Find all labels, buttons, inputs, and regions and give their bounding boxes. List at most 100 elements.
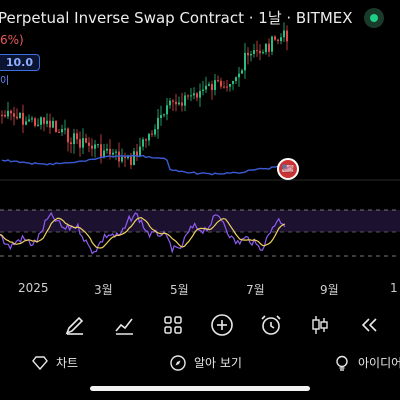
- candle-body: [19, 112, 21, 119]
- rsi-band: [0, 210, 400, 232]
- candle-body: [43, 117, 45, 124]
- candle-body: [193, 93, 195, 96]
- candle-body: [127, 155, 129, 159]
- candle-body: [100, 144, 102, 157]
- chart-line-icon[interactable]: [111, 312, 137, 338]
- alarm-icon[interactable]: [258, 312, 284, 338]
- candle-body: [169, 100, 171, 106]
- candle-body: [115, 151, 117, 153]
- candle-body: [1, 114, 3, 116]
- candle-body: [76, 133, 78, 140]
- candle-body: [61, 129, 63, 133]
- candle-body: [208, 84, 210, 86]
- candle-body: [49, 120, 51, 128]
- price-chart[interactable]: [0, 0, 400, 300]
- plus-circle-icon[interactable]: [209, 312, 235, 338]
- candle-body: [106, 148, 108, 151]
- candle-body: [271, 36, 273, 52]
- candle-body: [175, 101, 177, 105]
- candle-body: [217, 80, 219, 82]
- candles-icon[interactable]: [307, 312, 333, 338]
- candle-body: [52, 120, 54, 128]
- rsi-line: [0, 211, 286, 255]
- candle-body: [280, 37, 282, 42]
- candle-body: [283, 30, 285, 38]
- candle-body: [250, 53, 252, 56]
- candle-body: [73, 133, 75, 145]
- candle-body: [253, 50, 255, 54]
- market-status-icon[interactable]: [364, 8, 384, 28]
- candle-body: [130, 155, 132, 165]
- candle-body: [22, 112, 24, 125]
- candle-body: [4, 114, 6, 117]
- rewind-icon[interactable]: [356, 312, 382, 338]
- candle-body: [145, 139, 147, 141]
- candle-body: [85, 138, 87, 143]
- us-flag-event-icon[interactable]: 🇺🇸: [277, 158, 299, 180]
- candle-body: [235, 77, 237, 81]
- candle-body: [160, 115, 162, 118]
- candle-body: [265, 43, 267, 53]
- candle-body: [256, 50, 258, 52]
- candle-body: [109, 148, 111, 155]
- candle-body: [226, 86, 228, 88]
- candle-body: [64, 128, 66, 130]
- candle-body: [103, 150, 105, 157]
- candle-body: [211, 84, 213, 90]
- candle-body: [277, 39, 279, 42]
- candle-body: [142, 139, 144, 147]
- candle-body: [91, 145, 93, 149]
- candle-body: [55, 120, 57, 132]
- nav-label: 알아 보기: [194, 356, 242, 370]
- candle-body: [157, 117, 159, 130]
- candle-body: [139, 146, 141, 157]
- candle-body: [205, 85, 207, 90]
- x-axis-label: 5월: [170, 283, 189, 297]
- candle-body: [97, 144, 99, 146]
- compass-icon: [170, 354, 186, 371]
- x-axis-label: 7월: [246, 283, 265, 297]
- indicator-sub-label: 이: [0, 76, 10, 87]
- candle-body: [70, 142, 72, 145]
- moving-average-line: [1, 154, 279, 176]
- x-axis-label: 3월: [94, 283, 113, 297]
- candle-body: [163, 114, 165, 116]
- x-axis-label: 1: [390, 281, 398, 295]
- candle-body: [13, 113, 15, 117]
- home-indicator[interactable]: [90, 386, 310, 391]
- nav-chart[interactable]: 차트: [32, 354, 78, 371]
- candle-body: [25, 121, 27, 125]
- grid-icon[interactable]: [160, 312, 186, 338]
- candle-body: [46, 120, 48, 124]
- candle-body: [259, 50, 261, 54]
- candle-body: [286, 30, 288, 42]
- candle-body: [181, 102, 183, 106]
- indicator-value-badge[interactable]: 10.0: [0, 54, 40, 71]
- candle-body: [223, 86, 225, 88]
- nav-label: 아이디어: [358, 356, 400, 370]
- candle-body: [16, 116, 18, 119]
- nav-explore[interactable]: 알아 보기: [170, 354, 242, 371]
- candle-body: [7, 110, 9, 117]
- rsi-signal-line: [0, 216, 286, 249]
- candle-body: [58, 131, 60, 133]
- candle-body: [34, 118, 36, 126]
- candle-body: [94, 144, 96, 149]
- nav-ideas[interactable]: 아이디어: [334, 354, 400, 371]
- candle-body: [37, 124, 39, 126]
- candle-body: [166, 105, 168, 115]
- candle-body: [40, 117, 42, 125]
- symbol-title[interactable]: Perpetual Inverse Swap Contract · 1날 · B…: [0, 9, 353, 27]
- candle-body: [220, 80, 222, 87]
- candle-body: [136, 151, 138, 157]
- candle-body: [154, 129, 156, 135]
- candle-body: [244, 52, 246, 71]
- candle-body: [229, 83, 231, 87]
- candle-body: [178, 102, 180, 105]
- candle-body: [121, 156, 123, 162]
- candle-body: [184, 95, 186, 106]
- candle-body: [190, 95, 192, 97]
- candle-body: [31, 118, 33, 120]
- candle-body: [247, 52, 249, 56]
- pen-icon[interactable]: [62, 312, 88, 338]
